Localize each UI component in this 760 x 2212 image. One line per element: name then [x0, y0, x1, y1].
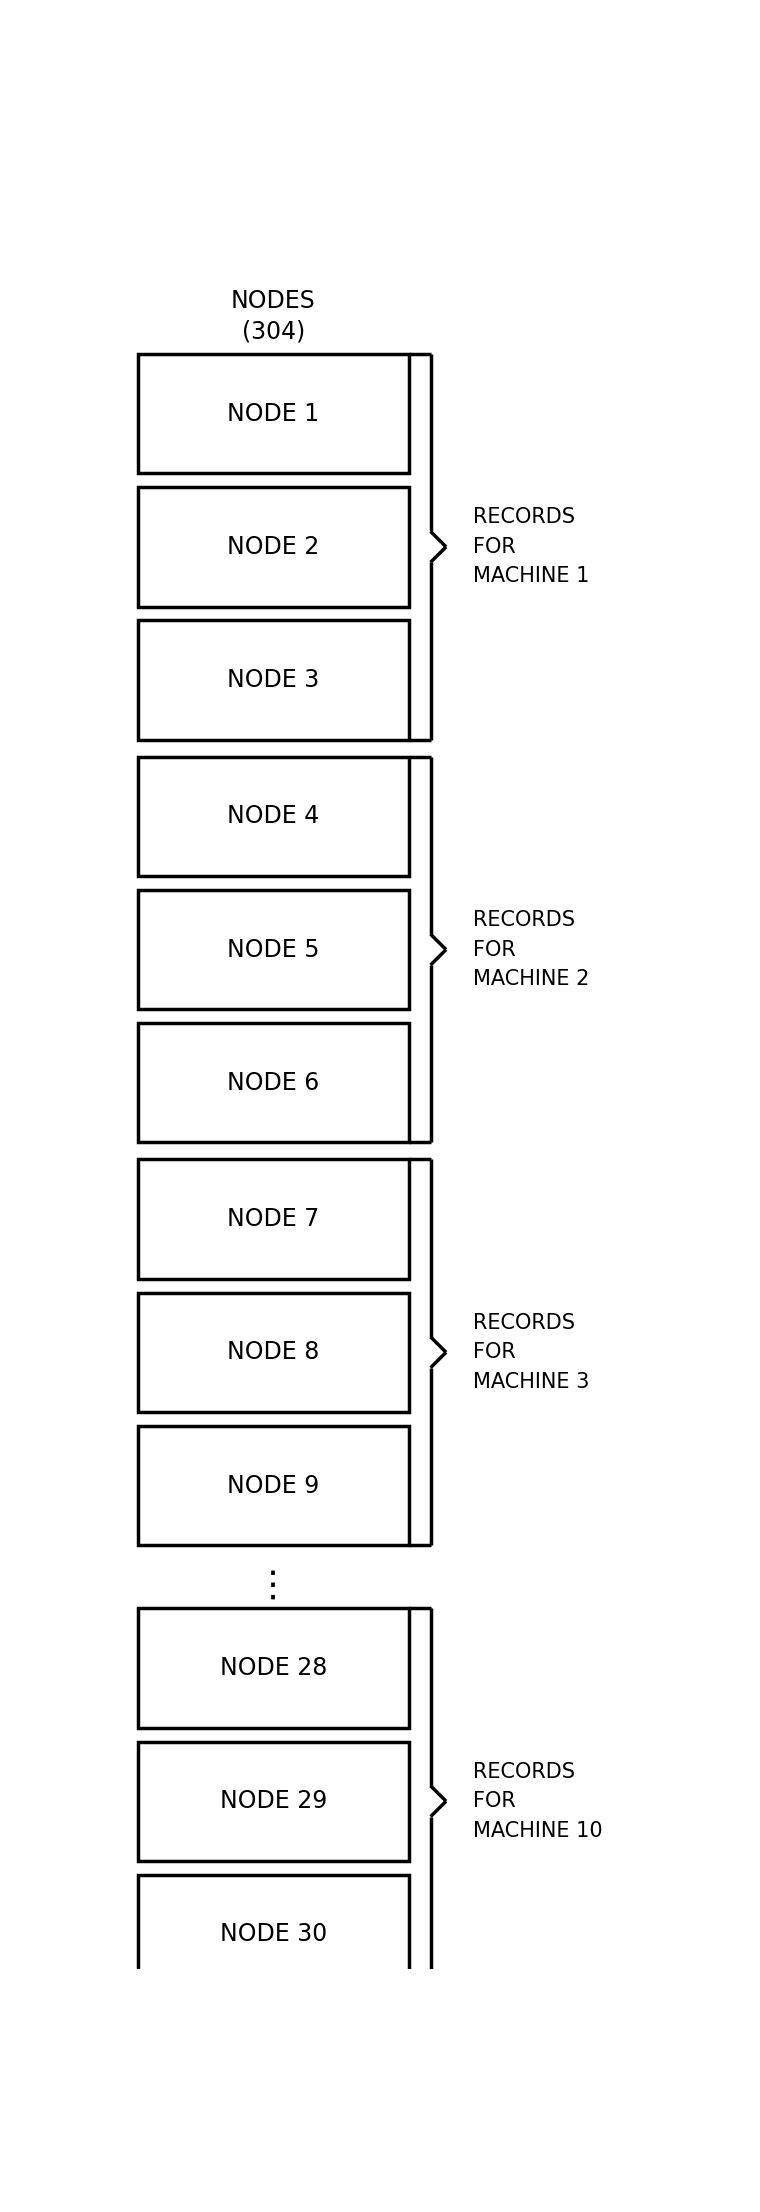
Text: NODE 5: NODE 5 [227, 938, 319, 962]
Text: NODE 3: NODE 3 [227, 668, 319, 692]
Bar [138, 889, 409, 1009]
Bar [138, 1608, 409, 1728]
Bar [138, 354, 409, 473]
Text: NODE 29: NODE 29 [220, 1790, 327, 1814]
Text: NODES: NODES [231, 288, 315, 312]
Text: NODE 2: NODE 2 [227, 535, 319, 560]
Text: NODE 4: NODE 4 [227, 805, 319, 827]
Text: NODE 28: NODE 28 [220, 1657, 327, 1679]
Text: NODE 9: NODE 9 [227, 1473, 319, 1498]
Bar [138, 757, 409, 876]
Text: (304): (304) [242, 319, 305, 343]
Text: RECORDS
FOR
MACHINE 2: RECORDS FOR MACHINE 2 [473, 909, 590, 989]
Bar [138, 1876, 409, 1993]
Text: NODE 7: NODE 7 [227, 1208, 319, 1232]
Bar [138, 1741, 409, 1860]
Bar [138, 1427, 409, 1546]
Text: RECORDS
FOR
MACHINE 1: RECORDS FOR MACHINE 1 [473, 507, 590, 586]
Text: NODE 30: NODE 30 [220, 1922, 327, 1947]
Bar [138, 1159, 409, 1279]
Text: ⋮: ⋮ [255, 1568, 291, 1601]
Bar [138, 487, 409, 606]
Bar [138, 619, 409, 739]
Text: NODE 6: NODE 6 [227, 1071, 319, 1095]
Text: RECORDS
FOR
MACHINE 3: RECORDS FOR MACHINE 3 [473, 1312, 590, 1391]
Text: NODE 1: NODE 1 [227, 403, 319, 425]
Text: NODE 8: NODE 8 [227, 1340, 319, 1365]
Bar [138, 1024, 409, 1141]
Text: RECORDS
FOR
MACHINE 10: RECORDS FOR MACHINE 10 [473, 1761, 603, 1840]
Bar [138, 1292, 409, 1411]
